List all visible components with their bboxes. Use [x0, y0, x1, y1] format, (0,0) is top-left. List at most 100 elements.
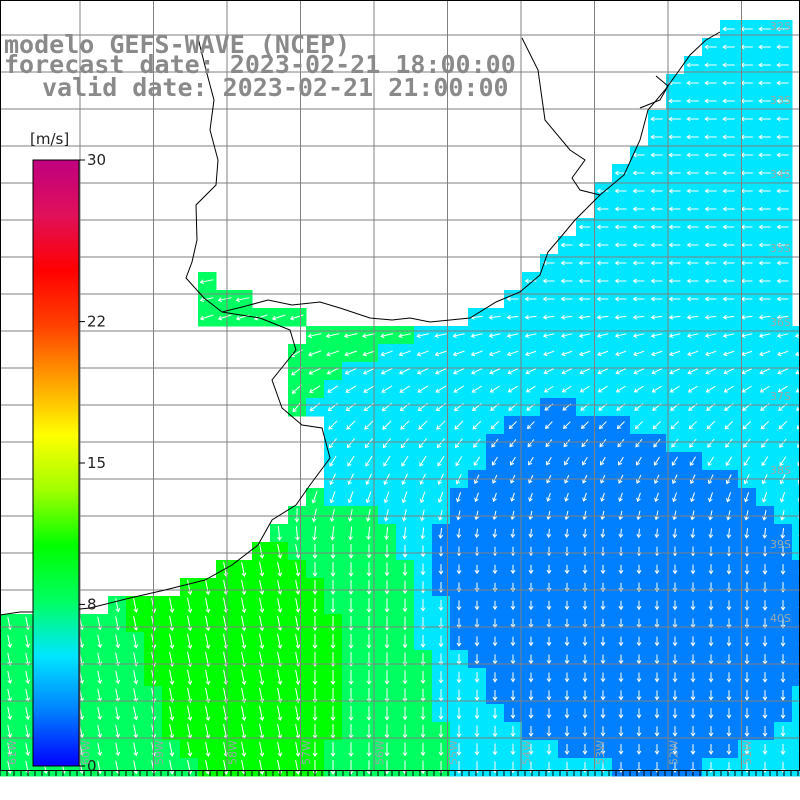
wind-arrow-head	[564, 605, 570, 611]
wind-arrow	[383, 455, 391, 467]
wind-cell	[792, 434, 800, 453]
wind-arrow-head	[561, 369, 566, 375]
wind-arrow	[218, 297, 232, 301]
wind-arrow	[133, 670, 137, 684]
lon-label: 51W	[741, 740, 754, 765]
wind-arrow-head	[492, 678, 498, 683]
wind-arrow	[417, 333, 429, 337]
wind-arrow-head	[654, 750, 660, 755]
wind-arrow-head	[295, 716, 301, 721]
wind-arrow-head	[330, 716, 336, 721]
wind-arrow-head	[506, 296, 511, 302]
wind-arrow-head	[704, 260, 709, 266]
wind-arrow	[25, 688, 29, 702]
wind-arrow-head	[438, 643, 444, 648]
wind-arrow-head	[579, 388, 585, 393]
wind-arrow-head	[776, 152, 781, 158]
wind-arrow	[759, 368, 771, 374]
wind-arrow	[169, 669, 173, 685]
wind-arrow	[97, 634, 101, 648]
wind-arrow-head	[510, 605, 516, 611]
wind-arrow-head	[582, 642, 588, 647]
wind-arrow-head	[758, 314, 764, 320]
wind-arrow-head	[97, 643, 103, 649]
wind-arrow	[295, 669, 299, 685]
wind-arrow	[437, 455, 445, 467]
wind-arrow-head	[723, 351, 728, 357]
wind-arrow-head	[636, 660, 642, 665]
wind-arrow-head	[686, 80, 691, 86]
wind-arrow	[795, 352, 800, 356]
wind-arrow-head	[383, 462, 388, 467]
wind-arrow-head	[758, 80, 763, 86]
wind-arrow-head	[25, 679, 31, 684]
wind-arrow-head	[762, 696, 768, 701]
wind-arrow-head	[726, 678, 732, 683]
wind-arrow-head	[686, 116, 691, 122]
wind-arrow-head	[420, 516, 425, 522]
wind-arrow	[529, 510, 533, 520]
wind-arrow-head	[456, 606, 462, 611]
wind-arrow	[637, 492, 641, 502]
wind-arrow	[241, 597, 245, 613]
wind-arrow-head	[151, 644, 157, 649]
wind-arrow-head	[330, 770, 336, 775]
wind-arrow-head	[527, 442, 532, 448]
wind-arrow-head	[780, 696, 786, 701]
wind-cell	[792, 578, 800, 597]
wind-arrow-head	[704, 242, 709, 248]
colorbar-tick-label: 30	[87, 151, 106, 169]
wind-arrow-head	[564, 750, 570, 755]
wind-arrow	[691, 510, 695, 520]
wind-arrow-head	[762, 552, 768, 557]
wind-arrow-head	[617, 443, 622, 448]
wind-arrow-head	[474, 696, 480, 702]
wind-arrow-head	[633, 369, 638, 375]
wind-arrow	[745, 528, 749, 538]
wind-arrow	[778, 420, 788, 430]
wind-arrow-head	[343, 333, 349, 339]
wind-arrow-head	[672, 768, 678, 773]
lon-label: 55W	[447, 740, 460, 765]
wind-arrow	[673, 510, 677, 520]
wind-cell	[792, 560, 800, 579]
wind-arrow-head	[776, 62, 781, 68]
wind-arrow-head	[758, 26, 763, 32]
wind-arrow	[365, 455, 373, 467]
wind-arrow-head	[277, 572, 283, 577]
wind-arrow	[490, 420, 500, 430]
wind-arrow	[115, 724, 119, 738]
wind-arrow-head	[653, 461, 658, 466]
wind-arrow-head	[758, 206, 763, 212]
wind-arrow	[475, 510, 479, 520]
wind-arrow-head	[345, 407, 351, 412]
wind-arrow-head	[420, 752, 426, 757]
wind-arrow-head	[151, 752, 157, 757]
wind-arrow-head	[380, 333, 385, 339]
wind-arrow	[453, 368, 465, 374]
wind-arrow-head	[758, 188, 763, 194]
wind-arrow-head	[488, 314, 493, 320]
wind-arrow-head	[437, 498, 443, 503]
wind-arrow-head	[780, 750, 786, 755]
wind-arrow-head	[312, 680, 318, 686]
wind-arrow-head	[420, 734, 426, 739]
wind-arrow-head	[365, 498, 371, 504]
wind-arrow	[381, 385, 393, 393]
wind-arrow	[241, 687, 245, 703]
wind-arrow-head	[705, 388, 711, 393]
lat-lon-grid	[0, 0, 800, 776]
wind-arrow-head	[115, 608, 121, 613]
wind-arrow	[259, 705, 263, 721]
wind-arrow	[169, 742, 173, 756]
wind-arrow-head	[780, 732, 786, 737]
wind-arrow-head	[632, 188, 637, 194]
wind-arrow	[295, 580, 299, 594]
wind-arrow	[453, 333, 465, 337]
wind-arrow	[435, 350, 447, 356]
wind-arrow-head	[596, 314, 602, 320]
wind-arrow-head	[668, 134, 673, 140]
wind-arrow-head	[744, 570, 750, 575]
wind-arrow-head	[528, 533, 534, 539]
wind-arrow	[597, 333, 609, 337]
